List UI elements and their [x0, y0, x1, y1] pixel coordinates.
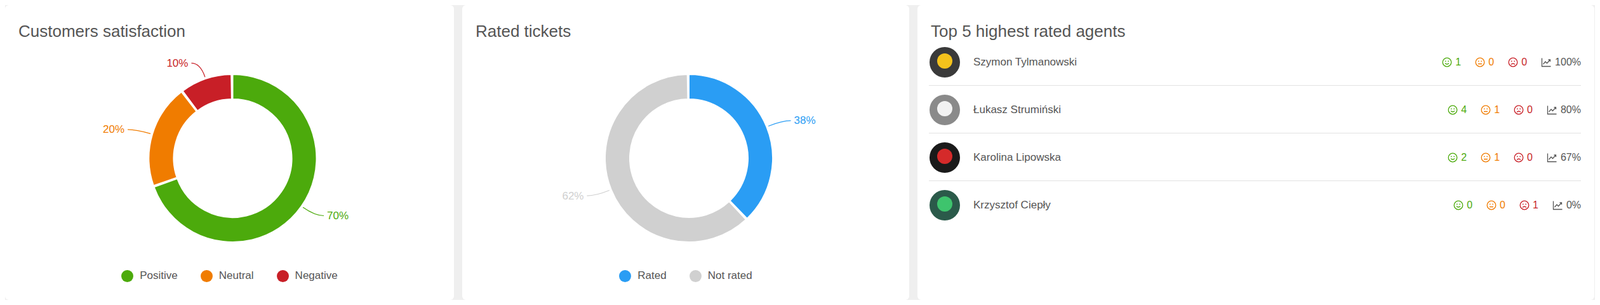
html-text:2: 2 — [1461, 151, 1467, 163]
svg-text:38%: 38% — [794, 114, 816, 127]
html-text:Negative: Negative — [294, 269, 338, 282]
html-text:Top 5 highest rated agents: Top 5 highest rated agents — [930, 21, 1126, 41]
html-text:Not rated: Not rated — [707, 269, 753, 282]
html-text:Łukasz Strumiński: Łukasz Strumiński — [973, 103, 1061, 116]
svg-text:10%: 10% — [166, 57, 188, 70]
html-text:1: 1 — [1455, 56, 1462, 68]
html-text:Positive: Positive — [139, 269, 178, 282]
svg-text:20%: 20% — [102, 123, 125, 136]
html-text:0: 0 — [1521, 56, 1528, 68]
html-text:Krzysztof Ciepły: Krzysztof Ciepły — [973, 198, 1051, 211]
html-text:100%: 100% — [1554, 56, 1581, 68]
html-text:Customers satisfaction: Customers satisfaction — [18, 21, 186, 41]
html-text:Rated: Rated — [637, 269, 667, 282]
svg-text:70%: 70% — [326, 209, 349, 222]
html-text:0: 0 — [1466, 199, 1473, 211]
html-text:Neutral: Neutral — [218, 269, 254, 282]
html-text:1: 1 — [1532, 199, 1539, 211]
html-text:67%: 67% — [1560, 151, 1581, 163]
html-text:80%: 80% — [1560, 104, 1581, 115]
html-text:0: 0 — [1499, 199, 1506, 211]
svg-text:62%: 62% — [561, 189, 584, 202]
html-text:0: 0 — [1527, 104, 1533, 115]
html-text:Rated tickets: Rated tickets — [475, 21, 571, 41]
html-text:0: 0 — [1488, 56, 1495, 68]
html-text:Szymon Tylmanowski: Szymon Tylmanowski — [973, 55, 1077, 68]
html-text:4: 4 — [1461, 104, 1467, 115]
html-text:1: 1 — [1494, 104, 1500, 115]
html-text:1: 1 — [1494, 151, 1500, 163]
html-text:0: 0 — [1527, 151, 1533, 163]
html-text:Karolina Lipowska: Karolina Lipowska — [973, 151, 1061, 164]
html-text:0%: 0% — [1566, 199, 1581, 211]
